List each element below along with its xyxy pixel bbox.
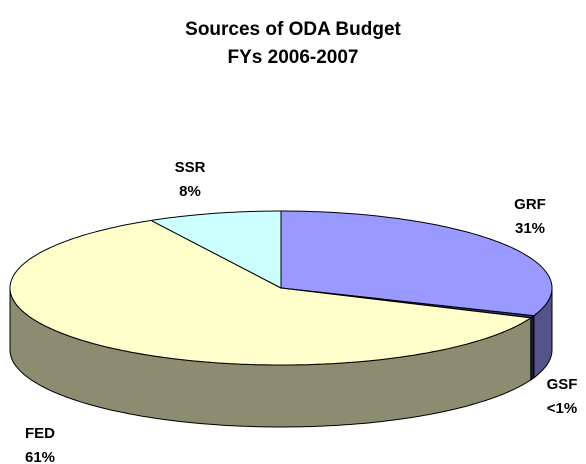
slice [9, 219, 533, 366]
slice-label: FED [25, 425, 55, 442]
chart-subtitle: FYs 2006-2007 [228, 47, 359, 68]
slice-value-label: 31% [515, 220, 545, 237]
slice-label: SSR [175, 159, 206, 176]
chart-title: Sources of ODA Budget [185, 19, 401, 40]
slice [149, 210, 282, 289]
slice-label: GSF [547, 376, 578, 393]
slice-label: GRF [514, 196, 546, 213]
slice-value-label: <1% [547, 400, 577, 417]
slice [280, 210, 553, 317]
slice-value-label: 8% [179, 183, 201, 200]
slice-value-label: 61% [25, 449, 55, 464]
